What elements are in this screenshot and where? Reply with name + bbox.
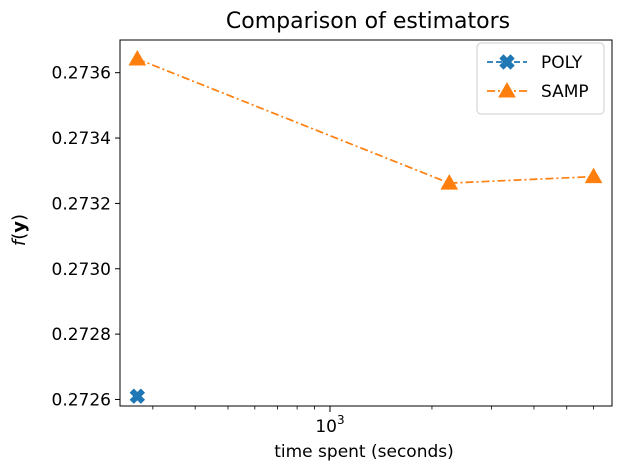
legend: POLY SAMP — [476, 42, 605, 115]
chart-title: Comparison of estimators — [226, 9, 510, 34]
y-tick-label: 0.2730 — [52, 260, 111, 280]
y-tick-label: 0.2732 — [52, 194, 111, 214]
x-tick-label-base: 10 — [315, 417, 337, 437]
data-point-samp — [128, 49, 147, 66]
legend-samp-marker — [498, 81, 516, 98]
data-point-samp — [440, 174, 459, 190]
series-line-samp — [137, 58, 594, 184]
legend-poly-label: POLY — [541, 53, 583, 73]
x-tick-label-exponent: 3 — [337, 413, 345, 427]
y-axis-label: f(y) — [9, 214, 30, 246]
data-point-poly — [129, 388, 146, 404]
axes-frame — [119, 39, 613, 407]
y-tick-label: 0.2728 — [52, 325, 111, 345]
plot-area: 0.2726 0.2728 0.2730 0.2732 0.2734 0.2736 — [52, 39, 613, 412]
legend-samp-label: SAMP — [541, 82, 589, 102]
y-tick-label: 0.2734 — [52, 129, 111, 149]
x-tick-label-major: 103 — [315, 413, 344, 437]
y-tick-label: 0.2736 — [52, 64, 111, 84]
data-point-samp — [584, 167, 603, 184]
legend-entry-poly: POLY — [487, 53, 583, 73]
legend-entry-samp: SAMP — [487, 81, 589, 102]
y-axis-label-argument: y — [9, 221, 30, 233]
y-tick-label: 0.2726 — [52, 390, 111, 410]
x-axis-label: time spent (seconds) — [274, 442, 454, 462]
legend-poly-marker — [499, 54, 515, 70]
y-axis-label-function: f — [9, 237, 30, 246]
